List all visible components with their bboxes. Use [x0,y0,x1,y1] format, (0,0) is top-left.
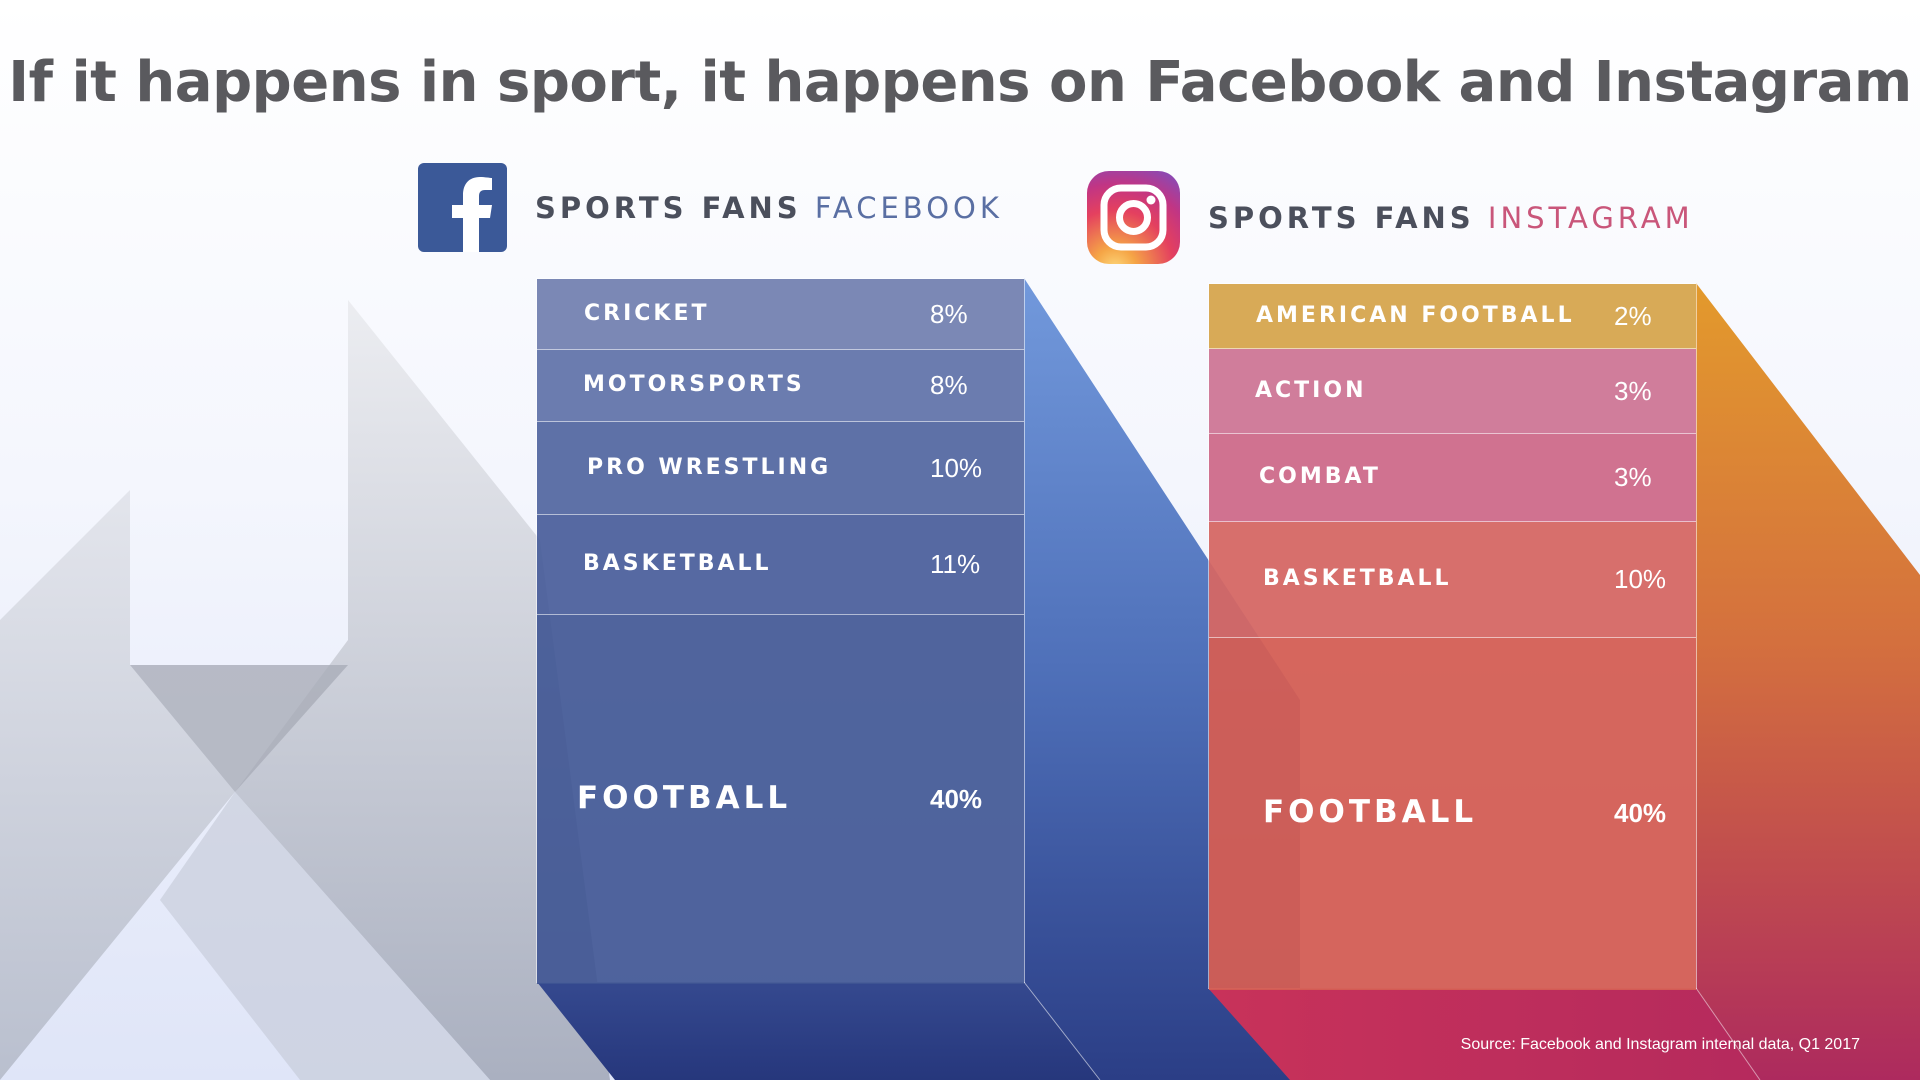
facebook-segment-football: FOOTBALL 40% [537,615,1024,984]
category-label: AMERICAN FOOTBALL [1256,302,1575,328]
instagram-segment-combat: COMBAT 3% [1209,434,1696,522]
facebook-bar-stack: CRICKET 8% MOTORSPORTS 8% PRO WRESTLING 10% BA… [536,278,1025,984]
value-label: 11% [930,549,981,579]
value-label: 3% [1614,462,1652,492]
category-label: CRICKET [584,300,710,326]
category-label: COMBAT [1259,464,1381,489]
instagram-segment-action: ACTION 3% [1209,349,1696,434]
value-label: 40% [930,783,983,814]
facebook-header: SPORTS FANS FACEBOOK [418,163,1003,252]
instagram-logo-icon [1087,171,1180,264]
instagram-segment-football: FOOTBALL 40% [1209,638,1696,990]
instagram-header-platform: INSTAGRAM [1487,200,1694,235]
value-label: 8% [930,298,968,329]
facebook-segment-motorsports: MOTORSPORTS 8% [537,350,1024,422]
value-label: 10% [1614,564,1667,594]
instagram-header: SPORTS FANS INSTAGRAM [1087,171,1694,264]
facebook-header-prefix: SPORTS FANS [535,190,802,225]
category-label: PRO WRESTLING [587,454,832,480]
facebook-segment-basketball: BASKETBALL 11% [537,515,1024,615]
category-label: MOTORSPORTS [583,372,805,397]
page-title: If it happens in sport, it happens on Fa… [8,50,1912,115]
instagram-segment-basketball: BASKETBALL 10% [1209,522,1696,638]
value-label: 2% [1614,300,1652,331]
instagram-segment-american-football: AMERICAN FOOTBALL 2% [1209,284,1696,349]
category-label: FOOTBALL [1263,794,1478,830]
value-label: 8% [930,370,968,400]
value-label: 40% [1614,798,1667,828]
source-note: Source: Facebook and Instagram internal … [1460,1036,1860,1053]
value-label: 3% [1614,375,1652,406]
instagram-header-prefix: SPORTS FANS [1208,200,1475,235]
category-label: BASKETBALL [1263,566,1452,591]
instagram-bar-stack: AMERICAN FOOTBALL 2% ACTION 3% COMBAT 3% BASKE… [1208,283,1697,990]
facebook-segment-pro-wrestling: PRO WRESTLING 10% [537,422,1024,515]
category-label: ACTION [1255,377,1367,403]
facebook-segment-cricket: CRICKET 8% [537,279,1024,350]
value-label: 10% [930,452,983,483]
facebook-header-platform: FACEBOOK [814,190,1003,225]
category-label: FOOTBALL [577,779,792,816]
facebook-logo-icon [418,163,507,252]
category-label: BASKETBALL [583,551,772,576]
